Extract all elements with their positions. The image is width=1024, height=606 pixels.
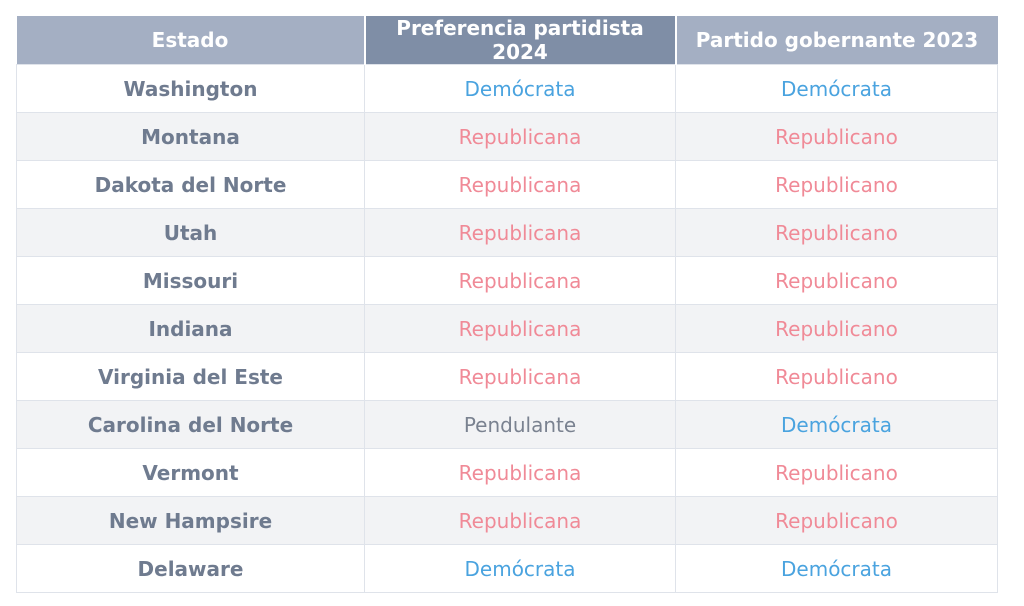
table-row: Indiana Republicana Republicano	[16, 304, 998, 353]
state-cell: Dakota del Norte	[16, 160, 365, 209]
preference-cell: Republicana	[364, 160, 676, 209]
header-governing-party-2023: Partido gobernante 2023	[674, 16, 998, 65]
state-cell: Utah	[16, 208, 365, 257]
governing-party-cell: Republicano	[675, 448, 998, 497]
party-table-container: Estado Preferencia partidista 2024 Parti…	[16, 16, 998, 593]
state-cell: Indiana	[16, 304, 365, 353]
governing-party-cell: Republicano	[675, 208, 998, 257]
preference-cell: Republicana	[364, 256, 676, 305]
governing-party-cell: Republicano	[675, 496, 998, 545]
governing-party-cell: Demócrata	[675, 64, 998, 113]
table-row: Montana Republicana Republicano	[16, 112, 998, 161]
table-row: New Hampsire Republicana Republicano	[16, 496, 998, 545]
table-body: Washington Demócrata Demócrata Montana R…	[16, 64, 998, 593]
table-row: Carolina del Norte Pendulante Demócrata	[16, 400, 998, 449]
state-cell: Carolina del Norte	[16, 400, 365, 449]
header-preference-2024: Preferencia partidista 2024	[363, 16, 676, 65]
state-cell: Montana	[16, 112, 365, 161]
preference-cell: Republicana	[364, 352, 676, 401]
state-cell: Washington	[16, 64, 365, 113]
table-row: Dakota del Norte Republicana Republicano	[16, 160, 998, 209]
governing-party-cell: Republicano	[675, 256, 998, 305]
table-row: Vermont Republicana Republicano	[16, 448, 998, 497]
preference-cell: Republicana	[364, 208, 676, 257]
table-row: Washington Demócrata Demócrata	[16, 64, 998, 113]
preference-cell: Republicana	[364, 448, 676, 497]
governing-party-cell: Demócrata	[675, 400, 998, 449]
state-cell: Virginia del Este	[16, 352, 365, 401]
party-table: Estado Preferencia partidista 2024 Parti…	[16, 16, 998, 593]
governing-party-cell: Republicano	[675, 112, 998, 161]
governing-party-cell: Demócrata	[675, 544, 998, 593]
table-row: Utah Republicana Republicano	[16, 208, 998, 257]
state-cell: Vermont	[16, 448, 365, 497]
table-row: Missouri Republicana Republicano	[16, 256, 998, 305]
state-cell: New Hampsire	[16, 496, 365, 545]
governing-party-cell: Republicano	[675, 160, 998, 209]
preference-cell: Demócrata	[364, 544, 676, 593]
governing-party-cell: Republicano	[675, 304, 998, 353]
table-header-row: Estado Preferencia partidista 2024 Parti…	[16, 16, 998, 65]
preference-cell: Demócrata	[364, 64, 676, 113]
table-row: Virginia del Este Republicana Republican…	[16, 352, 998, 401]
preference-cell: Pendulante	[364, 400, 676, 449]
preference-cell: Republicana	[364, 304, 676, 353]
state-cell: Delaware	[16, 544, 365, 593]
state-cell: Missouri	[16, 256, 365, 305]
preference-cell: Republicana	[364, 112, 676, 161]
preference-cell: Republicana	[364, 496, 676, 545]
table-row: Delaware Demócrata Demócrata	[16, 544, 998, 593]
header-state: Estado	[16, 16, 365, 65]
governing-party-cell: Republicano	[675, 352, 998, 401]
